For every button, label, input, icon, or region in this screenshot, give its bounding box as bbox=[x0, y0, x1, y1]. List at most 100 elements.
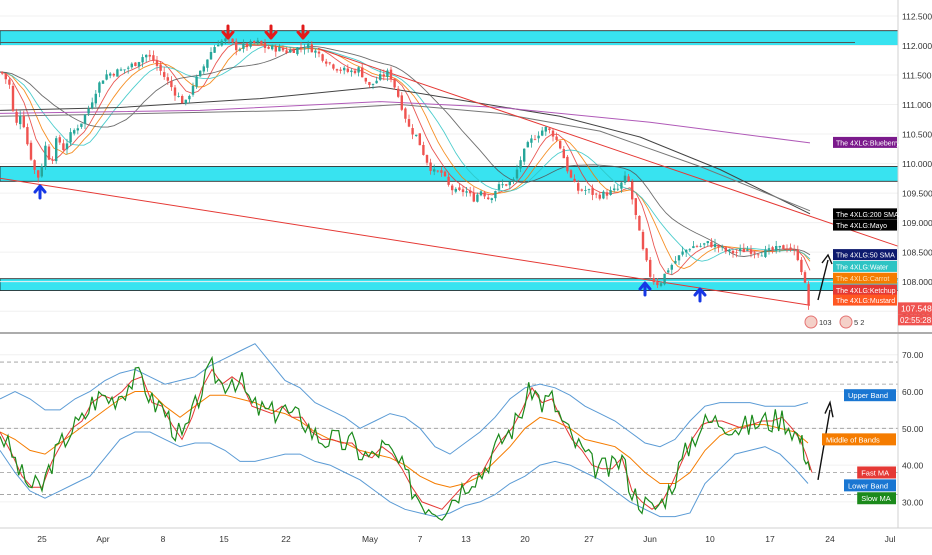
event-badge[interactable]: 5 2 bbox=[839, 315, 864, 329]
candle-body bbox=[98, 82, 101, 93]
price-candles bbox=[1, 35, 810, 310]
candle-body bbox=[40, 166, 43, 177]
candle-body bbox=[181, 96, 184, 104]
price-tick-label: 110.000 bbox=[902, 159, 932, 169]
price-tick-label: 109.000 bbox=[902, 218, 932, 228]
time-axis[interactable]: 25 Apr 8 15 22 May 7 13 20 27 Jun 10 17 24 Jul bbox=[37, 534, 895, 544]
series-tag-lower-band: Lower Band bbox=[844, 479, 896, 492]
time-tick-label: 15 bbox=[219, 534, 229, 544]
trendline-resistance bbox=[317, 47, 899, 247]
candle-body bbox=[220, 40, 223, 46]
candle-body bbox=[238, 49, 241, 51]
candle-body bbox=[494, 191, 497, 199]
candle-body bbox=[551, 130, 555, 137]
candle-body bbox=[418, 133, 421, 146]
candle-body bbox=[127, 67, 130, 69]
candle-body bbox=[566, 156, 569, 172]
candle-body bbox=[627, 176, 630, 182]
candle-body bbox=[721, 246, 724, 248]
candle-body bbox=[476, 194, 479, 202]
time-tick-label: 22 bbox=[281, 534, 291, 544]
candle-body bbox=[411, 128, 414, 135]
candle-body bbox=[184, 99, 187, 104]
countdown-tag bbox=[898, 314, 932, 326]
candle-body bbox=[310, 44, 313, 53]
price-tag-carrot: The 4XLG:Carrot bbox=[833, 272, 897, 284]
candle-body bbox=[357, 67, 360, 73]
ma-water bbox=[0, 44, 811, 262]
candle-body bbox=[706, 241, 709, 244]
candle-body bbox=[109, 73, 112, 76]
candle-body bbox=[1, 71, 4, 74]
candle-body bbox=[267, 46, 270, 49]
candle-body bbox=[141, 57, 144, 63]
candle-body bbox=[634, 198, 637, 215]
candle-body bbox=[577, 183, 580, 191]
candle-body bbox=[443, 171, 447, 177]
candle-body bbox=[389, 69, 393, 80]
candle-body bbox=[217, 44, 220, 47]
candle-body bbox=[645, 248, 648, 261]
candle-body bbox=[400, 95, 403, 110]
series-fast-ma bbox=[0, 368, 813, 510]
candle-body bbox=[188, 95, 191, 100]
candle-body bbox=[663, 273, 666, 285]
candle-body bbox=[285, 50, 288, 54]
candle-body bbox=[163, 72, 166, 77]
candle-body bbox=[47, 146, 51, 160]
event-badge[interactable]: 103 bbox=[804, 315, 832, 329]
candle-body bbox=[760, 255, 763, 257]
oscillator-axis[interactable]: 70.00 60.00 50.00 40.00 30.00 bbox=[902, 350, 924, 507]
candle-body bbox=[101, 80, 105, 84]
candle-body bbox=[209, 51, 213, 60]
time-tick-label: 25 bbox=[37, 534, 47, 544]
candle-body bbox=[785, 248, 789, 250]
candle-body bbox=[677, 255, 681, 261]
chart-annotations: 103 5 2 bbox=[33, 24, 864, 329]
candle-body bbox=[562, 149, 565, 159]
candle-body bbox=[116, 69, 119, 77]
candle-body bbox=[793, 249, 796, 251]
candle-body bbox=[580, 189, 583, 191]
candle-body bbox=[375, 80, 378, 84]
candle-body bbox=[569, 170, 573, 178]
indicator-price-tags: The 4XLG:Blueberry The 4XLG:200 SMA The 4X… bbox=[833, 136, 932, 326]
candle-body bbox=[11, 85, 15, 111]
tag-label: The 4XLG:200 SMA bbox=[836, 212, 899, 219]
candle-body bbox=[364, 77, 367, 82]
candle-body bbox=[753, 252, 756, 254]
candle-body bbox=[260, 40, 263, 45]
candle-body bbox=[490, 198, 493, 201]
candle-body bbox=[274, 46, 277, 52]
up-arrow-shape bbox=[33, 184, 47, 200]
tag-label: Middle of Bands bbox=[826, 435, 880, 444]
candle-body bbox=[332, 64, 335, 69]
price-tick-label: 112.500 bbox=[902, 11, 932, 21]
flag-icon bbox=[839, 315, 853, 329]
candle-body bbox=[433, 169, 436, 172]
price-tick-label: 110.500 bbox=[902, 130, 932, 140]
candle-body bbox=[422, 144, 425, 155]
zone-band-2 bbox=[0, 278, 899, 291]
series-middle-of-bands bbox=[0, 391, 809, 488]
candle-body bbox=[807, 284, 810, 306]
tag-label: Lower Band bbox=[848, 481, 888, 490]
candle-body bbox=[278, 46, 281, 52]
candle-body bbox=[710, 241, 713, 248]
tag-label: Upper Band bbox=[848, 391, 888, 400]
candle-body bbox=[91, 102, 94, 109]
candle-body bbox=[242, 43, 245, 49]
tag-background bbox=[833, 249, 897, 261]
candle-body bbox=[134, 62, 137, 67]
time-tick-label: May bbox=[362, 534, 379, 544]
down-arrow-icon bbox=[296, 24, 310, 40]
time-tick-label: 24 bbox=[825, 534, 835, 544]
candle-body bbox=[692, 246, 695, 249]
time-tick-label: Jul bbox=[885, 534, 896, 544]
time-tick-label: 7 bbox=[418, 534, 423, 544]
candle-body bbox=[15, 111, 18, 123]
candle-body bbox=[159, 64, 162, 71]
tag-background bbox=[833, 219, 897, 231]
